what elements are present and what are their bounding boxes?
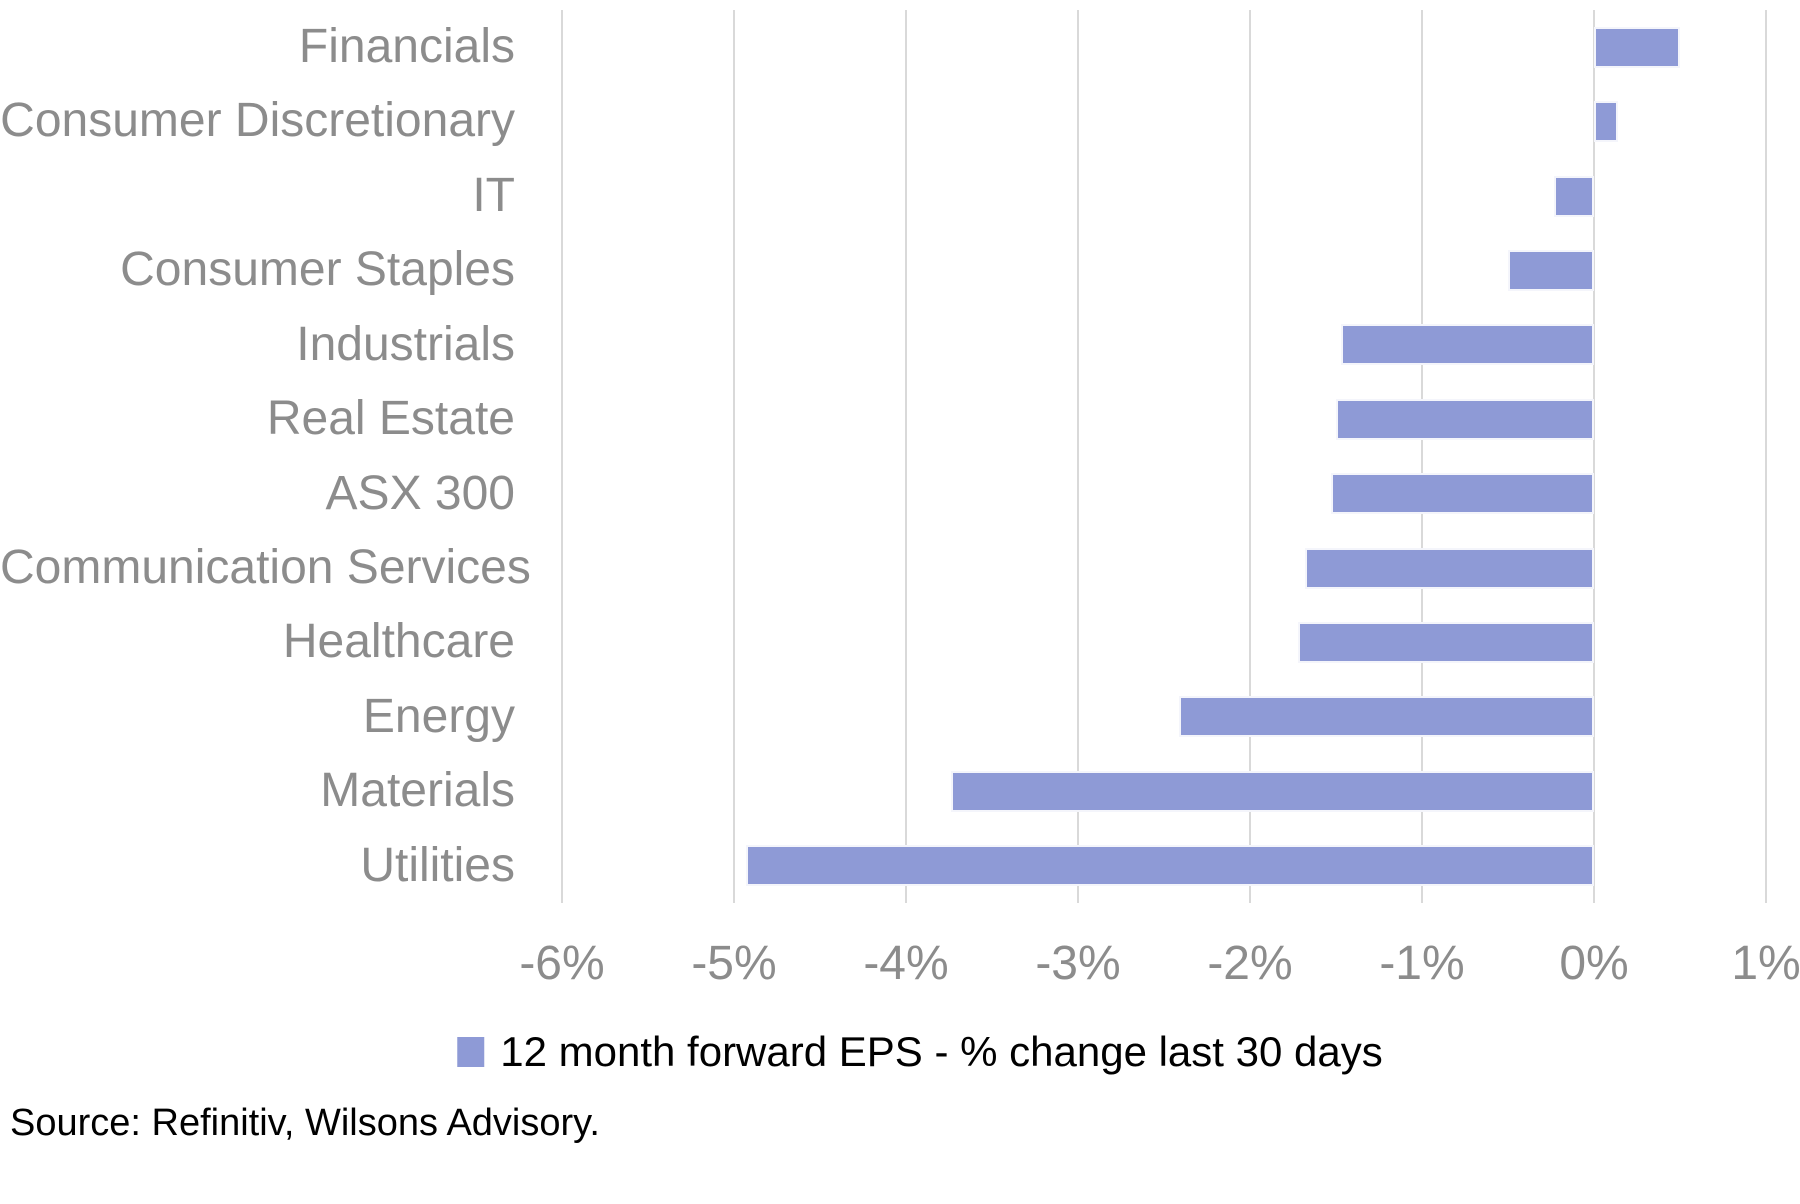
bar-real-estate [1336,398,1594,440]
category-label-consumer-discretionary: Consumer Discretionary [0,94,515,148]
gridline-0pct [1593,10,1595,903]
category-label-asx-300: ASX 300 [325,466,515,520]
tick-label--1pct: -1% [1379,937,1465,990]
category-label-real-estate: Real Estate [266,392,515,446]
category-label-communication-services: Communication Services [0,540,531,594]
gridline--1pct [1421,10,1423,903]
category-label-healthcare: Healthcare [282,615,515,669]
bar-healthcare [1298,622,1594,664]
category-label-utilities: Utilities [360,838,515,892]
gridline--5pct [733,10,735,903]
gridline--4pct [905,10,907,903]
bar-it [1554,175,1594,217]
bar-asx-300 [1330,473,1594,515]
category-label-energy: Energy [362,689,515,743]
category-label-it: IT [472,168,515,222]
gridline-1pct [1765,10,1767,903]
gridline--3pct [1077,10,1079,903]
legend-label: 12 month forward EPS - % change last 30 … [500,1028,1383,1075]
tick-label-1pct: 1% [1731,937,1800,990]
tick-label-0pct: 0% [1559,937,1629,990]
tick-label--4pct: -4% [863,937,949,990]
tick-label--5pct: -5% [691,937,777,990]
tick-label--6pct: -6% [519,937,605,990]
gridline--6pct [561,10,563,903]
plot-area [561,10,1767,903]
gridline--2pct [1249,10,1251,903]
bar-consumer-staples [1508,249,1594,291]
tick-label--2pct: -2% [1207,937,1293,990]
legend-marker-icon [457,1037,485,1067]
category-label-industrials: Industrials [296,317,515,371]
bar-consumer-discretionary [1594,101,1619,143]
legend: 12 month forward EPS - % change last 30 … [457,1028,1383,1076]
tick-label--3pct: -3% [1035,937,1121,990]
bar-communication-services [1305,547,1594,589]
category-label-materials: Materials [320,764,515,818]
bar-materials [950,770,1594,812]
category-label-financials: Financials [298,20,515,73]
category-label-consumer-staples: Consumer Staples [120,243,515,297]
bar-industrials [1341,324,1594,366]
bar-utilities [746,845,1594,887]
bar-financials [1594,26,1680,68]
source-note: Source: Refinitiv, Wilsons Advisory. [10,1102,600,1144]
bar-energy [1179,696,1594,738]
